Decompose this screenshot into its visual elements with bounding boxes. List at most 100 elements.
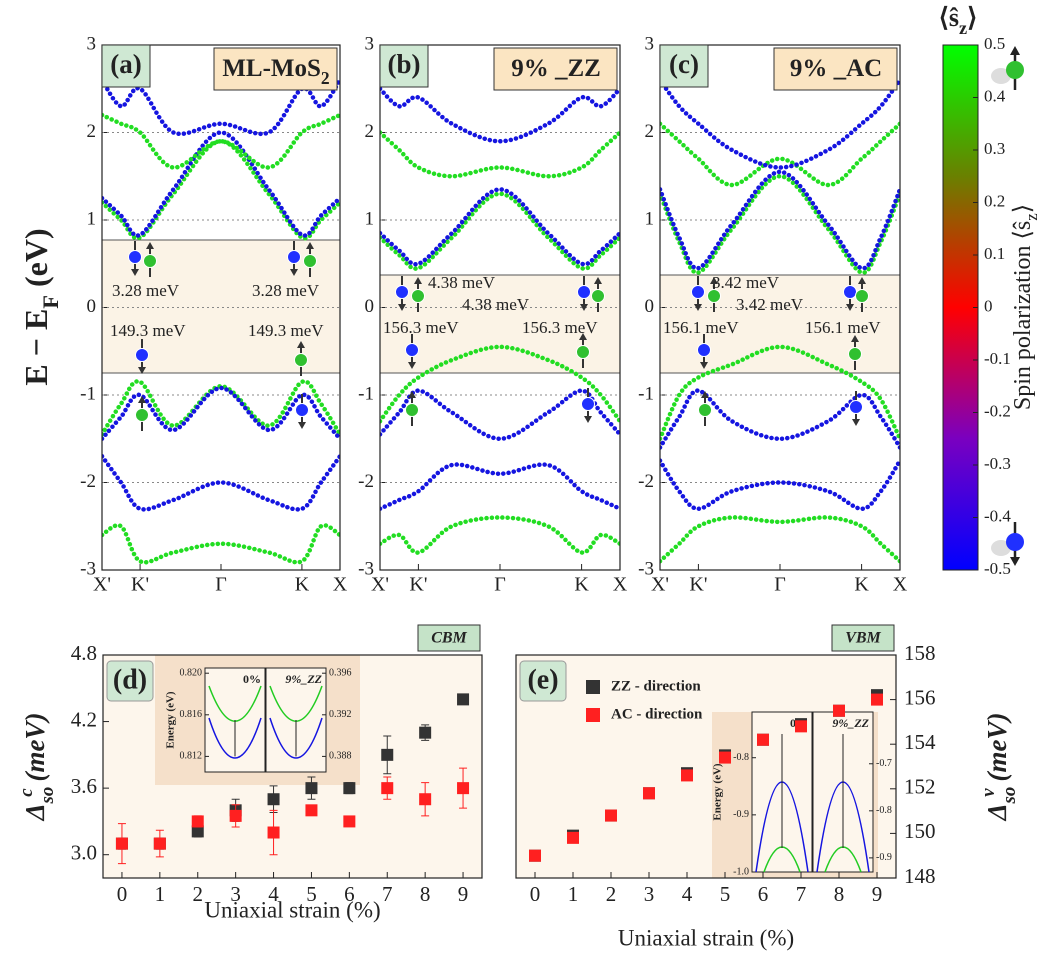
data-point	[419, 726, 432, 739]
data-point	[719, 751, 731, 764]
spin-ball	[411, 289, 425, 303]
panel-frame	[101, 44, 341, 571]
x-tick-label: K	[854, 574, 869, 596]
inset-title: 0%	[243, 672, 261, 686]
data-point	[567, 831, 579, 844]
panel-label-box	[379, 44, 429, 88]
x-tick-label: K'	[689, 574, 707, 596]
data-point	[605, 809, 617, 822]
spin-ball	[303, 254, 317, 268]
data-point	[115, 837, 128, 850]
panel-label-box	[519, 660, 567, 702]
data-point	[457, 693, 470, 706]
inset-curve	[269, 717, 323, 759]
text-part: Δ	[982, 803, 1012, 821]
splitting-annotation: 4.38 meV	[462, 295, 530, 314]
spin-arrowhead	[408, 391, 416, 398]
y2-tick-label: 148	[904, 864, 936, 888]
text-part: Spin polarization ⟨ŝ	[1010, 221, 1036, 410]
legend-label: ZZ - direction	[611, 678, 701, 694]
colorbar-tick-label: 0.4	[984, 86, 1006, 105]
inset-tick-label: -0.9	[876, 852, 892, 863]
plot-frame	[102, 654, 483, 879]
spin-ball	[855, 289, 869, 303]
spin-ball	[295, 403, 309, 417]
data-point	[343, 815, 356, 828]
data-point	[529, 849, 541, 862]
data-point	[381, 748, 394, 761]
y-tick-label: 3	[87, 33, 97, 54]
y-tick-label: -1	[358, 383, 374, 404]
text-part: v	[978, 788, 999, 797]
x-tick-label: X	[893, 574, 908, 596]
spin-arrowhead	[138, 396, 146, 403]
bands	[380, 86, 620, 555]
inset-tick-label: -1.0	[733, 866, 749, 877]
band	[380, 191, 620, 271]
band	[660, 77, 900, 170]
y-axis-label: E − EF (eV)	[18, 228, 62, 385]
splitting-annotation: 149.3 meV	[110, 321, 186, 340]
colorbar	[942, 44, 979, 571]
data-point	[305, 782, 318, 795]
y2-tick-label: 150	[904, 819, 936, 843]
y-tick-label: 4.8	[71, 641, 97, 665]
spin-arrowhead	[290, 269, 298, 276]
x-tick-label: 2	[606, 882, 617, 906]
panel-tag: VBM	[845, 630, 881, 647]
band	[102, 385, 340, 441]
x-tick-label: Γ	[774, 574, 786, 596]
spin-ball	[135, 348, 149, 362]
band	[102, 112, 340, 170]
y-tick-label: 2	[645, 121, 655, 142]
inset-title: 9%_ZZ	[285, 672, 322, 686]
title-box	[773, 47, 898, 91]
data-point	[457, 782, 470, 795]
colorbar-tick-label: 0.3	[984, 139, 1005, 158]
band	[660, 458, 900, 512]
spin-arrowhead	[298, 422, 306, 429]
x-axis-label: Uniaxial strain (%)	[204, 897, 380, 922]
splitting-annotation: 3.28 meV	[252, 281, 320, 300]
panel-label-box	[101, 44, 151, 88]
spin-arrowhead	[594, 277, 602, 284]
legend-swatch	[586, 708, 600, 722]
data-point	[795, 720, 807, 733]
band	[380, 130, 620, 179]
x-tick-label: K'	[409, 574, 427, 596]
spin-arrowhead	[852, 419, 860, 426]
panel-title: ML-MoS2	[222, 55, 329, 88]
band	[660, 169, 900, 271]
spin-arrowhead	[701, 391, 709, 398]
y-tick-label: 0	[645, 296, 655, 317]
spin-ball	[576, 345, 590, 359]
plot-frame	[515, 654, 897, 879]
spin-ball	[843, 285, 857, 299]
band	[380, 86, 620, 144]
spin-arrowhead	[131, 269, 139, 276]
y-tick-label: -3	[80, 558, 96, 579]
spin-arrowhead	[398, 304, 406, 311]
data-point	[833, 704, 845, 717]
y-tick-label: -3	[638, 558, 654, 579]
colorbar-tick-label: -0.1	[984, 349, 1011, 368]
x-tick-label: 1	[155, 882, 166, 906]
data-point	[191, 825, 204, 838]
text-part: (meV)	[982, 713, 1012, 789]
band	[380, 344, 620, 424]
spin-arrowhead	[580, 304, 588, 311]
text-part: z	[1022, 213, 1037, 220]
band	[660, 388, 900, 450]
band	[102, 454, 340, 512]
spin-ball	[405, 403, 419, 417]
x-axis-label: Uniaxial strain (%)	[618, 925, 794, 950]
tag-box	[831, 624, 895, 652]
band	[660, 121, 900, 188]
panel-label: (d)	[113, 664, 147, 695]
spin-ball	[287, 250, 301, 264]
y-tick-label: 2	[87, 121, 97, 142]
data-point	[681, 769, 693, 782]
y-tick-label: 3	[365, 33, 375, 54]
